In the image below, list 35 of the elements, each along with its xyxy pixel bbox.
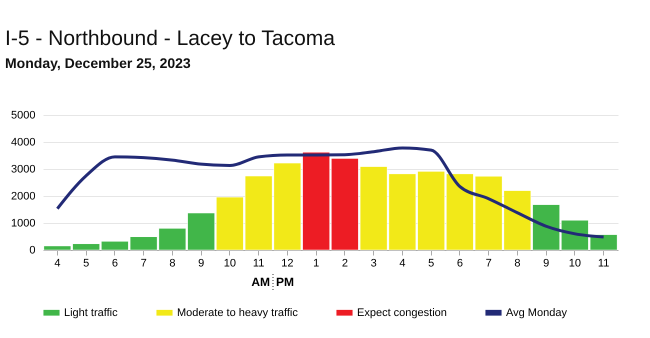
legend-label: Avg Monday	[506, 306, 568, 319]
x-tick-label: 6	[456, 258, 463, 270]
chart-subtitle: Monday, December 25, 2023	[5, 55, 191, 71]
line-series	[56, 146, 606, 239]
y-tick-label: 0	[29, 244, 36, 256]
x-tick-label: 2	[342, 258, 348, 270]
legend-label: Expect congestion	[357, 306, 447, 319]
x-tick-label: 11	[598, 258, 610, 270]
y-tick-label: 3000	[11, 164, 36, 176]
x-tick-label: 1	[313, 258, 320, 270]
x-tick-label: 11	[252, 258, 264, 270]
x-tick-label: 6	[112, 258, 118, 270]
x-tick-label: 8	[514, 258, 520, 270]
y-tick-label: 1000	[11, 218, 36, 230]
x-tick-label: 4	[54, 258, 60, 270]
x-tick-label: 10	[568, 258, 581, 270]
text: PM	[276, 275, 294, 289]
x-tick-label: 10	[224, 258, 236, 270]
x-tick-label: 5	[428, 258, 434, 270]
legend-label: Light traffic	[64, 306, 118, 319]
y-tick-label: 2000	[11, 190, 36, 202]
x-tick-label: 12	[281, 258, 294, 270]
x-tick-label: 7	[486, 258, 492, 270]
x-tick-label: 7	[140, 258, 147, 270]
x-tick-label: 3	[370, 258, 377, 270]
x-tick-label: 4	[399, 258, 406, 270]
text: AM	[251, 275, 270, 289]
x-tick-label: 9	[198, 258, 204, 270]
x-tick-label: 5	[83, 258, 90, 270]
x-tick-label: 9	[543, 258, 550, 270]
chart-title: I-5 - Northbound - Lacey to Tacoma	[5, 27, 336, 50]
y-tick-label: 4000	[11, 136, 36, 148]
legend-label: Moderate to heavy traffic	[177, 306, 298, 319]
y-tick-label: 5000	[11, 110, 36, 122]
x-tick-label: 8	[169, 258, 176, 270]
